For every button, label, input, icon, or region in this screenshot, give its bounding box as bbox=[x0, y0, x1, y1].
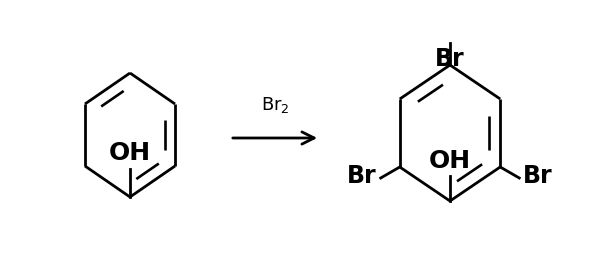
Text: OH: OH bbox=[109, 141, 151, 165]
Text: OH: OH bbox=[429, 149, 471, 173]
Text: Br$_2$: Br$_2$ bbox=[260, 95, 289, 115]
Text: Br: Br bbox=[347, 164, 377, 188]
Text: Br: Br bbox=[435, 47, 465, 71]
Text: Br: Br bbox=[523, 164, 553, 188]
